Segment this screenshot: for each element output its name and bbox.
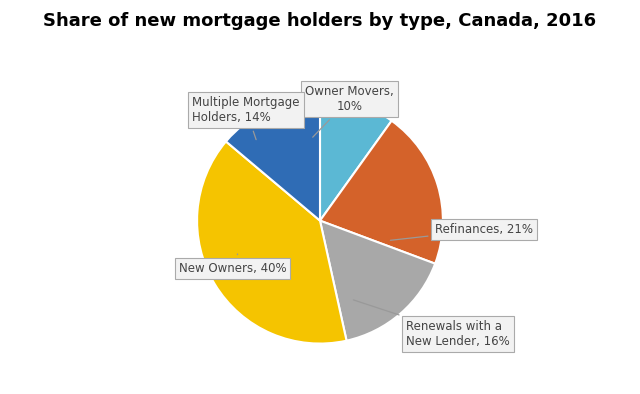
Text: Owner Movers,
10%: Owner Movers, 10% bbox=[305, 85, 394, 137]
Wedge shape bbox=[320, 221, 435, 341]
Wedge shape bbox=[197, 141, 346, 344]
Text: Renewals with a
New Lender, 16%: Renewals with a New Lender, 16% bbox=[353, 300, 510, 348]
Text: New Owners, 40%: New Owners, 40% bbox=[179, 254, 286, 275]
Wedge shape bbox=[320, 121, 443, 264]
Text: Share of new mortgage holders by type, Canada, 2016: Share of new mortgage holders by type, C… bbox=[44, 12, 596, 30]
Text: Refinances, 21%: Refinances, 21% bbox=[390, 223, 533, 240]
Text: Multiple Mortgage
Holders, 14%: Multiple Mortgage Holders, 14% bbox=[193, 96, 300, 139]
Wedge shape bbox=[226, 98, 320, 221]
Wedge shape bbox=[320, 98, 392, 221]
